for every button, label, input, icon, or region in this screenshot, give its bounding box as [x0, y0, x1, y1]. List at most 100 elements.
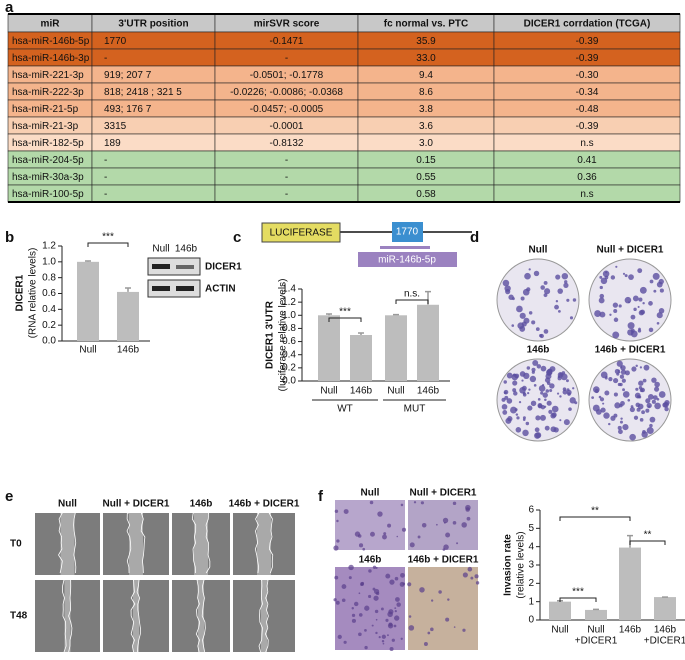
- cell: [385, 573, 391, 579]
- wound: [60, 513, 75, 575]
- colony: [602, 270, 610, 278]
- colony: [559, 372, 563, 376]
- colony: [598, 297, 605, 304]
- colony: [557, 375, 561, 378]
- colony: [534, 427, 540, 433]
- colony: [627, 398, 631, 402]
- cell: [382, 534, 387, 540]
- wound-edge: [258, 579, 263, 653]
- cell: [408, 615, 412, 618]
- cell: [387, 523, 392, 528]
- condition-label: Null + DICER1: [103, 499, 170, 510]
- colony: [649, 416, 656, 423]
- significance-label: **: [591, 506, 599, 517]
- cell: [343, 509, 349, 515]
- colony: [652, 272, 660, 280]
- colony: [527, 391, 530, 395]
- cell: [394, 615, 400, 621]
- cell: [333, 545, 339, 551]
- group-label: MUT: [404, 404, 426, 415]
- cell: [348, 576, 352, 580]
- colony: [629, 433, 636, 441]
- colony: [630, 314, 636, 320]
- y-tick-label: 0.6: [42, 288, 56, 299]
- cell: [380, 607, 384, 611]
- site-box: [392, 222, 423, 242]
- cell: [369, 500, 374, 505]
- table-text: hsa-miR-21-5p: [12, 104, 79, 115]
- band: [176, 265, 194, 269]
- colony: [562, 389, 568, 395]
- colony: [599, 293, 605, 299]
- cell: [353, 601, 359, 607]
- y-tick-label: 0.0: [42, 336, 56, 347]
- condition-label: Null: [529, 245, 548, 256]
- cell: [343, 640, 347, 644]
- reporter-box: [261, 222, 341, 243]
- colony: [503, 391, 507, 395]
- colony: [637, 268, 643, 274]
- wound: [261, 580, 267, 652]
- table-text: -0.39: [576, 53, 599, 64]
- colony: [572, 298, 577, 302]
- table-text: hsa-miR-30a-3p: [12, 172, 84, 183]
- colony: [653, 289, 657, 293]
- wound-edge: [62, 579, 67, 653]
- table-header: mirSVR score: [254, 19, 320, 30]
- colony: [593, 386, 600, 393]
- colony: [555, 274, 561, 280]
- table-text: -0.34: [576, 87, 599, 98]
- colony: [664, 399, 670, 406]
- colony: [622, 388, 625, 392]
- y-axis-label: DICER1 3'UTR: [265, 300, 276, 369]
- colony: [531, 370, 535, 374]
- micrograph: [408, 567, 478, 650]
- table-text: 3315: [104, 121, 127, 132]
- colony: [515, 413, 519, 416]
- bar: [654, 597, 676, 620]
- colony: [654, 402, 661, 410]
- table-text: -: [104, 155, 107, 166]
- significance-bracket: [629, 540, 666, 545]
- colony: [545, 389, 550, 393]
- cell: [400, 503, 404, 507]
- cell: [470, 576, 474, 580]
- cell: [396, 602, 401, 607]
- table-text: -: [285, 172, 288, 183]
- cell: [475, 581, 480, 585]
- colony: [656, 281, 663, 288]
- colony: [620, 365, 626, 371]
- table-text: -: [104, 189, 107, 200]
- colony: [515, 427, 522, 433]
- colony: [574, 401, 578, 405]
- images: [35, 258, 672, 653]
- colony: [508, 294, 514, 300]
- colony: [608, 422, 611, 426]
- colony: [656, 321, 660, 325]
- table-text: -0.0457; -0.0005: [250, 104, 324, 115]
- cell: [438, 590, 442, 594]
- table-text: 9.4: [419, 70, 433, 81]
- colony: [551, 405, 559, 413]
- colony: [544, 398, 547, 402]
- colony: [518, 401, 522, 404]
- colony: [598, 395, 602, 399]
- table-text: -0.30: [576, 70, 599, 81]
- bar: [619, 547, 641, 620]
- colony: [619, 374, 625, 379]
- wound-edge: [136, 579, 141, 653]
- colony: [599, 397, 605, 402]
- colony: [567, 392, 571, 396]
- cell: [358, 592, 361, 595]
- cell: [371, 624, 374, 627]
- cell: [354, 531, 361, 537]
- y-tick-label: 0.8: [42, 272, 56, 283]
- colony: [521, 385, 527, 391]
- colony: [591, 396, 595, 400]
- cell: [336, 539, 340, 543]
- cell: [385, 618, 389, 622]
- colony: [599, 275, 603, 279]
- table-cell: [91, 48, 216, 67]
- condition-label: 146b: [190, 499, 213, 510]
- table-cell: [91, 167, 216, 186]
